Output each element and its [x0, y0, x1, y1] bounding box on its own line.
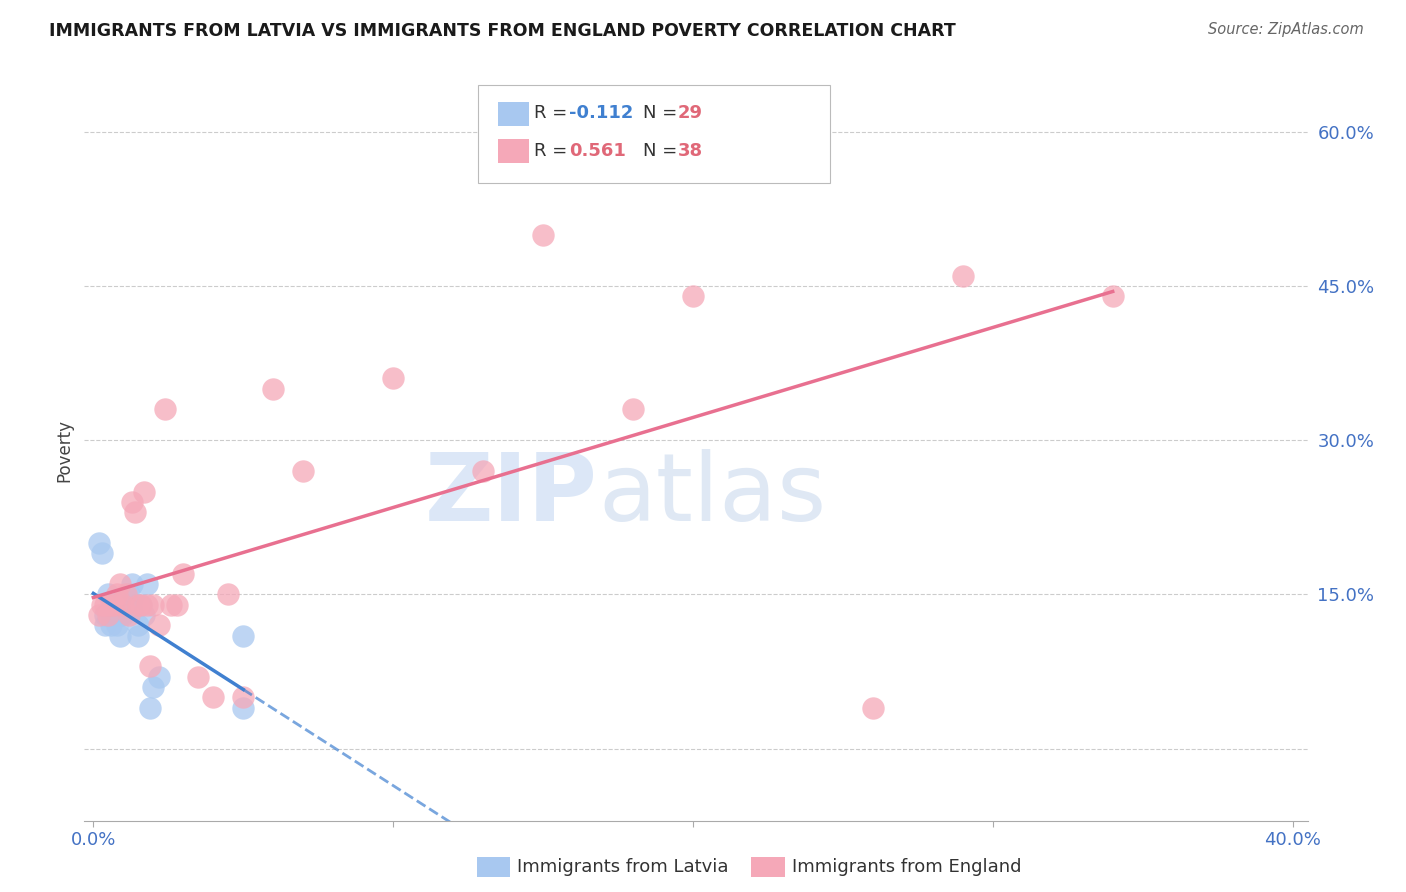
- Text: Immigrants from England: Immigrants from England: [792, 858, 1021, 876]
- Point: [952, 268, 974, 283]
- Point: [131, 598, 153, 612]
- Point: [89, 607, 111, 622]
- Point: [139, 700, 162, 714]
- Point: [134, 607, 156, 622]
- Point: [217, 587, 239, 601]
- Point: [136, 598, 159, 612]
- Text: Source: ZipAtlas.com: Source: ZipAtlas.com: [1208, 22, 1364, 37]
- Point: [382, 371, 405, 385]
- Point: [112, 598, 135, 612]
- Point: [862, 700, 884, 714]
- Point: [142, 598, 165, 612]
- Text: atlas: atlas: [598, 449, 827, 541]
- Point: [118, 587, 141, 601]
- Point: [131, 598, 153, 612]
- Point: [110, 607, 132, 622]
- Y-axis label: Poverty: Poverty: [55, 419, 73, 482]
- Point: [160, 598, 183, 612]
- Point: [232, 690, 254, 705]
- Point: [232, 628, 254, 642]
- Point: [94, 607, 117, 622]
- Point: [100, 598, 122, 612]
- Point: [97, 587, 120, 601]
- Point: [139, 659, 162, 673]
- Text: N =: N =: [643, 104, 682, 122]
- Point: [91, 598, 114, 612]
- Point: [472, 464, 495, 478]
- Point: [103, 607, 125, 622]
- Point: [97, 607, 120, 622]
- Point: [110, 628, 132, 642]
- Point: [105, 587, 128, 601]
- Point: [148, 670, 170, 684]
- Point: [148, 618, 170, 632]
- Point: [134, 484, 156, 499]
- Point: [621, 402, 644, 417]
- Point: [124, 598, 146, 612]
- Point: [100, 618, 122, 632]
- Text: N =: N =: [643, 142, 682, 160]
- Point: [105, 618, 128, 632]
- Point: [155, 402, 177, 417]
- Point: [121, 577, 143, 591]
- Point: [89, 536, 111, 550]
- Point: [115, 587, 138, 601]
- Point: [94, 618, 117, 632]
- Text: IMMIGRANTS FROM LATVIA VS IMMIGRANTS FROM ENGLAND POVERTY CORRELATION CHART: IMMIGRANTS FROM LATVIA VS IMMIGRANTS FRO…: [49, 22, 956, 40]
- Point: [112, 607, 135, 622]
- Point: [127, 598, 149, 612]
- Point: [112, 598, 135, 612]
- Point: [136, 577, 159, 591]
- Point: [91, 546, 114, 560]
- Point: [682, 289, 704, 303]
- Point: [127, 618, 149, 632]
- Point: [172, 566, 194, 581]
- Point: [292, 464, 315, 478]
- Point: [121, 495, 143, 509]
- Text: 29: 29: [678, 104, 703, 122]
- Text: 38: 38: [678, 142, 703, 160]
- Point: [94, 598, 117, 612]
- Point: [100, 607, 122, 622]
- Point: [262, 382, 284, 396]
- Point: [187, 670, 209, 684]
- Point: [118, 607, 141, 622]
- Text: 0.561: 0.561: [569, 142, 626, 160]
- Text: ZIP: ZIP: [425, 449, 598, 541]
- Point: [103, 598, 125, 612]
- Point: [124, 505, 146, 519]
- Point: [105, 598, 128, 612]
- Point: [202, 690, 225, 705]
- Text: -0.112: -0.112: [569, 104, 634, 122]
- Point: [115, 598, 138, 612]
- Point: [1101, 289, 1123, 303]
- Point: [232, 700, 254, 714]
- Point: [103, 598, 125, 612]
- Text: R =: R =: [534, 142, 574, 160]
- Point: [110, 577, 132, 591]
- Point: [127, 628, 149, 642]
- Point: [531, 227, 554, 242]
- Point: [166, 598, 188, 612]
- Point: [142, 680, 165, 694]
- Text: Immigrants from Latvia: Immigrants from Latvia: [517, 858, 728, 876]
- Text: R =: R =: [534, 104, 574, 122]
